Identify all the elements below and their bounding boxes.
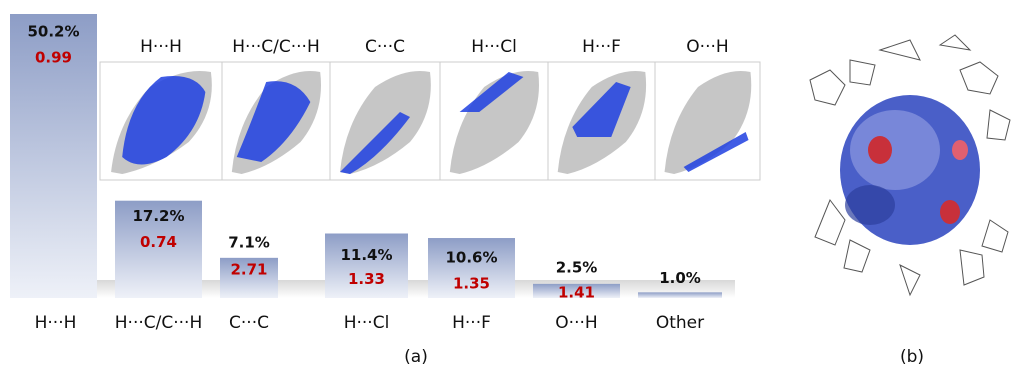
category-label: H···F	[452, 313, 491, 333]
fingerprint-title: H···H	[140, 37, 182, 57]
fingerprint-plot	[222, 62, 330, 180]
panel-label: (a)	[404, 347, 428, 367]
molecule	[810, 35, 1010, 295]
bar	[325, 234, 408, 298]
value-label: 50.2%	[27, 23, 79, 41]
enrichment-label: 1.33	[348, 270, 385, 288]
value-label: 2.5%	[556, 258, 598, 276]
category-label: O···H	[555, 313, 597, 333]
category-label: H···Cl	[344, 313, 390, 333]
enrichment-label: 1.41	[558, 283, 595, 301]
value-label: 17.2%	[132, 207, 184, 225]
bar	[638, 292, 722, 298]
fingerprint-plot	[100, 62, 222, 180]
value-label: 11.4%	[340, 246, 392, 264]
fingerprint-plot	[440, 62, 548, 180]
fingerprint-title: H···C/C···H	[232, 37, 319, 57]
value-label: 1.0%	[659, 269, 701, 287]
enrichment-label: 0.74	[140, 233, 177, 251]
fingerprint-title: O···H	[686, 37, 728, 57]
enrichment-label: 2.71	[230, 260, 267, 278]
value-label: 10.6%	[445, 249, 497, 267]
fingerprint-plot	[548, 62, 655, 180]
fingerprint-title: C···C	[365, 37, 405, 57]
fingerprint-title: H···F	[582, 37, 621, 57]
enrichment-label: 1.35	[453, 275, 490, 293]
category-label: H···H	[35, 313, 77, 333]
category-label: Other	[656, 313, 704, 333]
fingerprint-plot	[330, 62, 440, 180]
enrichment-label: 0.99	[35, 49, 72, 67]
category-label: H···C/C···H	[115, 313, 202, 333]
figure: (a) (b) 50.2% 0.99 H···H 17.2% 0.74 H···C/C··…	[0, 0, 1027, 374]
fingerprint-plot	[655, 62, 760, 180]
category-label: C···C	[229, 313, 269, 333]
fingerprint-title: H···Cl	[471, 37, 517, 57]
panel-label: (b)	[900, 347, 924, 367]
value-label: 7.1%	[228, 233, 270, 251]
